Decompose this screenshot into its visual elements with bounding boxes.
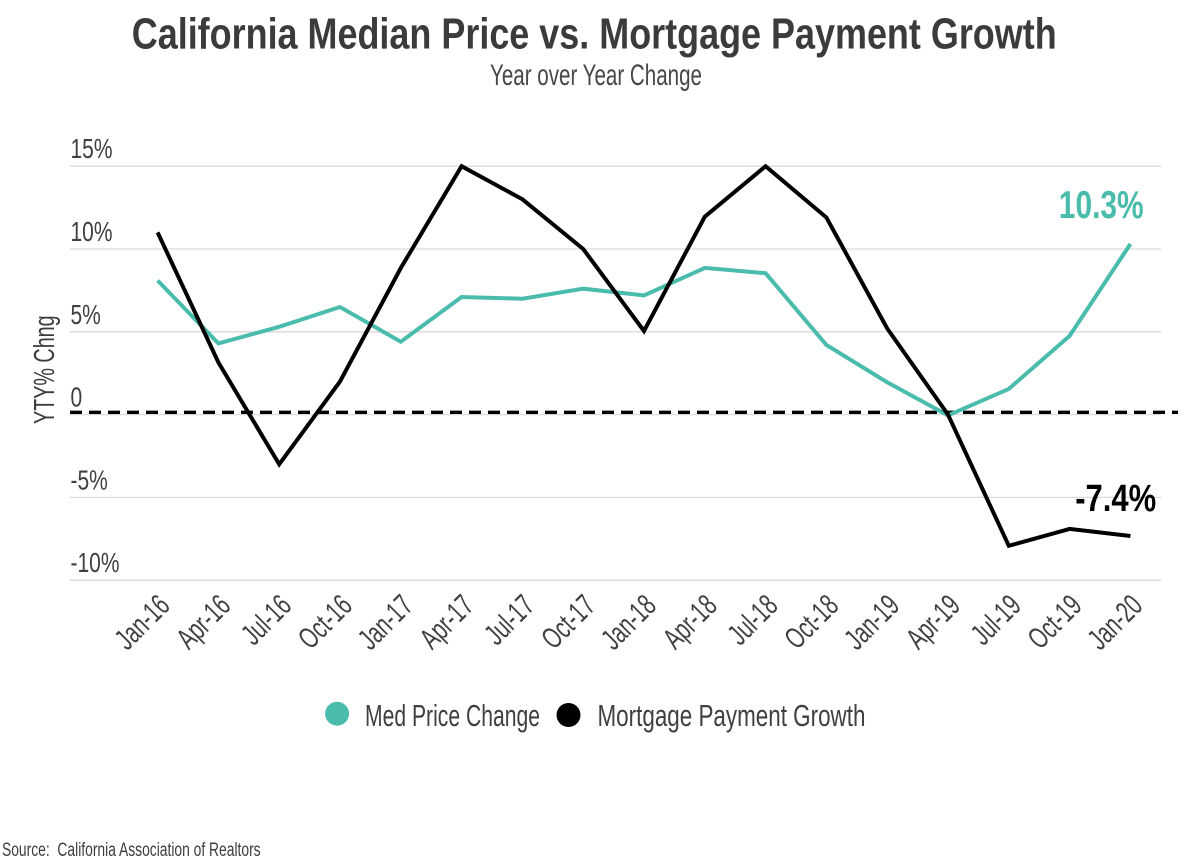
svg-text:YTY% Chng: YTY% Chng [29,315,61,424]
svg-text:5%: 5% [71,300,101,331]
svg-text:Mortgage Payment Growth: Mortgage Payment Growth [598,699,866,733]
svg-text:10%: 10% [71,217,113,248]
svg-text:-5%: -5% [71,466,108,497]
svg-text:-10%: -10% [71,548,120,579]
svg-text:Med Price Change: Med Price Change [365,698,540,733]
svg-text:California Median Price vs. Mo: California Median Price vs. Mortgage Pay… [132,9,1057,58]
svg-text:Source: California Associatio: Source: California Association of Realto… [2,839,261,861]
svg-text:Year over Year Change: Year over Year Change [490,59,702,92]
svg-text:15%: 15% [71,134,113,165]
svg-text:-7.4%: -7.4% [1075,478,1156,520]
svg-text:0: 0 [71,383,83,414]
svg-text:10.3%: 10.3% [1059,185,1144,228]
